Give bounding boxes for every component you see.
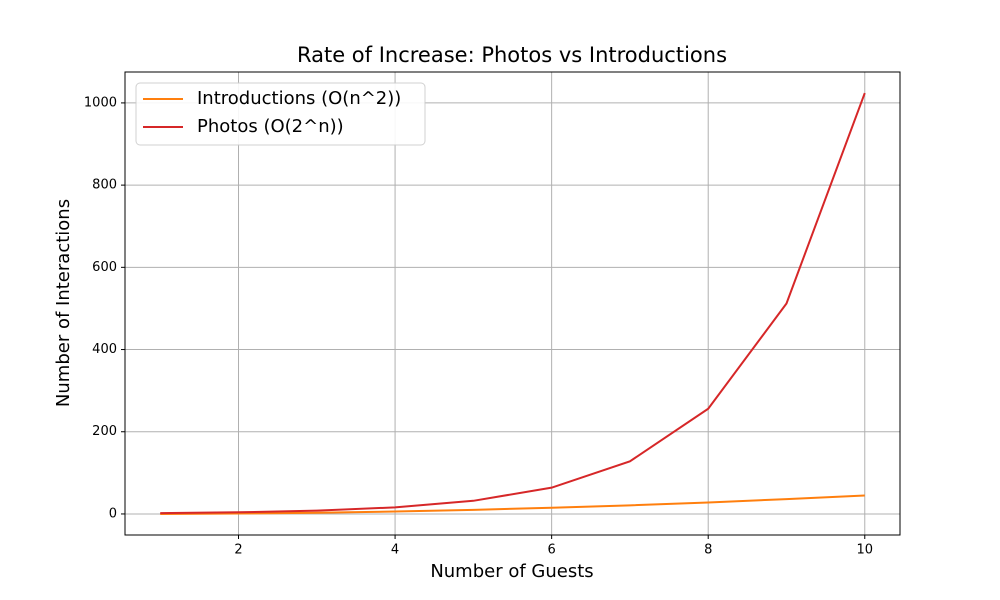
y-tick-label: 800 xyxy=(92,178,117,193)
x-tick-label: 4 xyxy=(391,543,399,558)
y-tick-label: 200 xyxy=(92,424,117,439)
y-tick-label: 600 xyxy=(92,260,117,275)
plot-frame xyxy=(124,71,901,536)
x-tick-label: 2 xyxy=(234,543,242,558)
chart-title: Rate of Increase: Photos vs Introduction… xyxy=(297,43,727,67)
legend-label: Photos (O(2^n)) xyxy=(197,116,344,137)
legend-label: Introductions (O(n^2)) xyxy=(197,88,401,109)
x-tick-label: 8 xyxy=(704,543,712,558)
y-tick-label: 1000 xyxy=(84,95,117,110)
x-axis-label: Number of Guests xyxy=(430,561,593,582)
data-line xyxy=(160,494,865,515)
y-tick-label: 400 xyxy=(92,342,117,357)
x-tick-label: 10 xyxy=(856,543,873,558)
legend-box xyxy=(135,82,426,146)
y-tick-label: 0 xyxy=(109,506,117,521)
data-line xyxy=(160,92,866,515)
x-tick-label: 6 xyxy=(548,543,556,558)
y-axis-label: Number of Interactions xyxy=(53,199,74,407)
